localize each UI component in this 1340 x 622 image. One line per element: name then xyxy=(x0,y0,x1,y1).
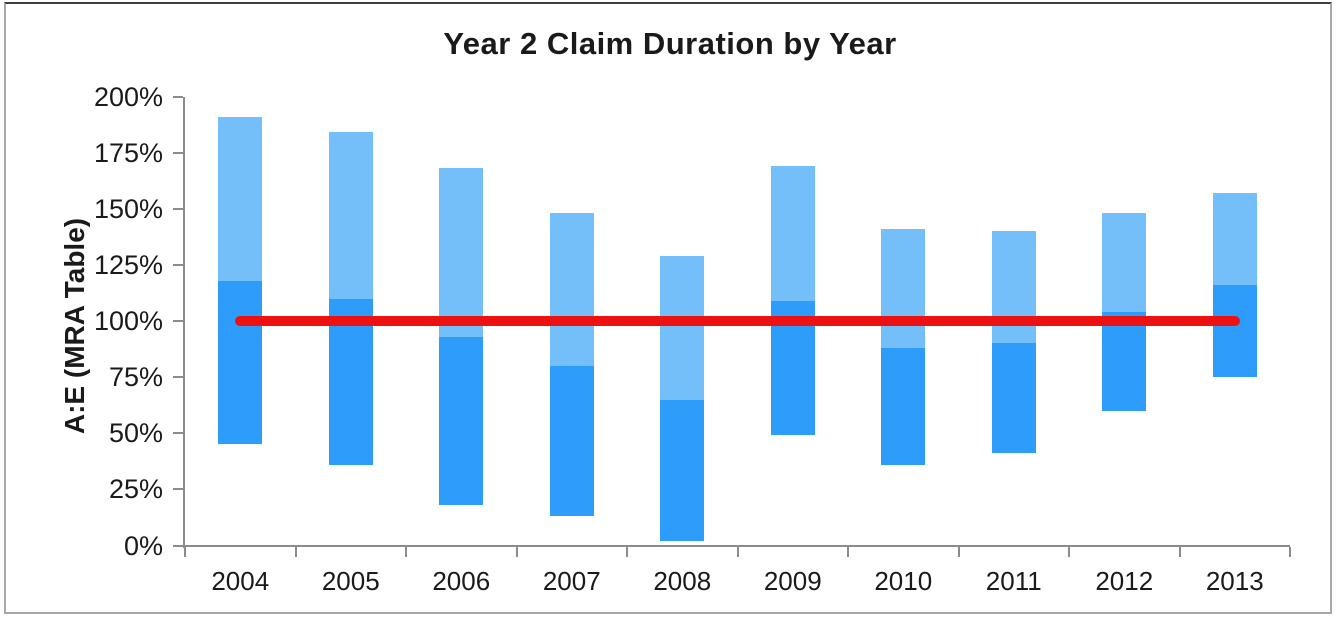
range-bar-2006-upper-segment xyxy=(439,168,484,337)
range-bar-2013-lower-segment xyxy=(1212,285,1257,378)
range-bar-2013-upper-segment xyxy=(1212,193,1257,286)
range-bar-2010-lower-segment xyxy=(881,347,926,465)
x-tick-label-2006: 2006 xyxy=(432,565,491,596)
range-bar-2005-lower-segment xyxy=(328,298,373,465)
x-tick-label-2008: 2008 xyxy=(653,565,712,596)
x-axis-line xyxy=(183,544,1290,547)
range-bar-2011-lower-segment xyxy=(991,343,1036,454)
x-tick-mark xyxy=(1178,546,1181,557)
x-tick-mark xyxy=(294,546,297,557)
range-bar-2009-upper-segment xyxy=(770,166,815,301)
x-tick-label-2011: 2011 xyxy=(985,565,1042,596)
range-bar-2011-upper-segment xyxy=(991,231,1036,344)
y-tick-label: 200% xyxy=(93,81,163,112)
x-tick-label-2009: 2009 xyxy=(763,565,822,596)
x-tick-label-2012: 2012 xyxy=(1095,565,1154,596)
x-tick-mark xyxy=(736,546,739,557)
range-bar-2012-lower-segment xyxy=(1102,312,1147,411)
x-tick-label-2010: 2010 xyxy=(874,565,933,596)
range-bar-2007-upper-segment xyxy=(549,213,594,366)
y-tick-label: 75% xyxy=(108,362,163,393)
x-tick-label-2007: 2007 xyxy=(542,565,601,596)
x-tick-mark xyxy=(405,546,407,557)
y-tick-mark xyxy=(173,207,183,210)
y-tick-mark xyxy=(173,320,183,322)
range-bar-2010-upper-segment xyxy=(881,228,926,348)
range-bar-2005-upper-segment xyxy=(328,132,373,299)
y-tick-label: 50% xyxy=(108,418,163,449)
range-bar-2008-lower-segment xyxy=(660,399,705,541)
x-tick-mark xyxy=(184,546,186,557)
x-tick-label-2004: 2004 xyxy=(211,565,270,596)
range-bar-2004-lower-segment xyxy=(218,280,263,445)
x-tick-mark xyxy=(847,546,849,557)
range-bar-2006-lower-segment xyxy=(439,336,484,506)
y-tick-mark xyxy=(173,488,183,491)
reference-line-100pct xyxy=(235,316,1240,326)
y-tick-label: 100% xyxy=(93,306,163,336)
chart-title: Year 2 Claim Duration by Year xyxy=(443,26,897,61)
range-bar-2007-lower-segment xyxy=(549,365,594,517)
y-tick-mark xyxy=(173,263,183,266)
y-tick-label: 0% xyxy=(123,530,163,561)
range-bar-2004-upper-segment xyxy=(218,116,263,281)
x-tick-mark xyxy=(1289,546,1291,557)
range-bar-2012-upper-segment xyxy=(1102,213,1147,312)
range-bar-2008-upper-segment xyxy=(660,255,705,400)
y-tick-label: 175% xyxy=(93,137,163,168)
x-tick-mark xyxy=(515,546,518,557)
y-tick-label: 25% xyxy=(108,474,163,505)
y-tick-mark xyxy=(173,376,183,379)
x-tick-mark xyxy=(1068,546,1070,557)
y-tick-label: 150% xyxy=(93,193,163,224)
x-tick-mark xyxy=(626,546,628,557)
y-tick-mark xyxy=(173,544,183,547)
y-tick-label: 125% xyxy=(93,249,163,280)
y-tick-mark xyxy=(173,151,183,154)
x-tick-label-2013: 2013 xyxy=(1205,565,1264,596)
x-tick-label-2005: 2005 xyxy=(321,565,380,596)
x-tick-mark xyxy=(957,546,960,557)
y-tick-mark xyxy=(173,432,183,435)
y-axis-line xyxy=(183,96,185,548)
y-tick-mark xyxy=(173,95,183,98)
